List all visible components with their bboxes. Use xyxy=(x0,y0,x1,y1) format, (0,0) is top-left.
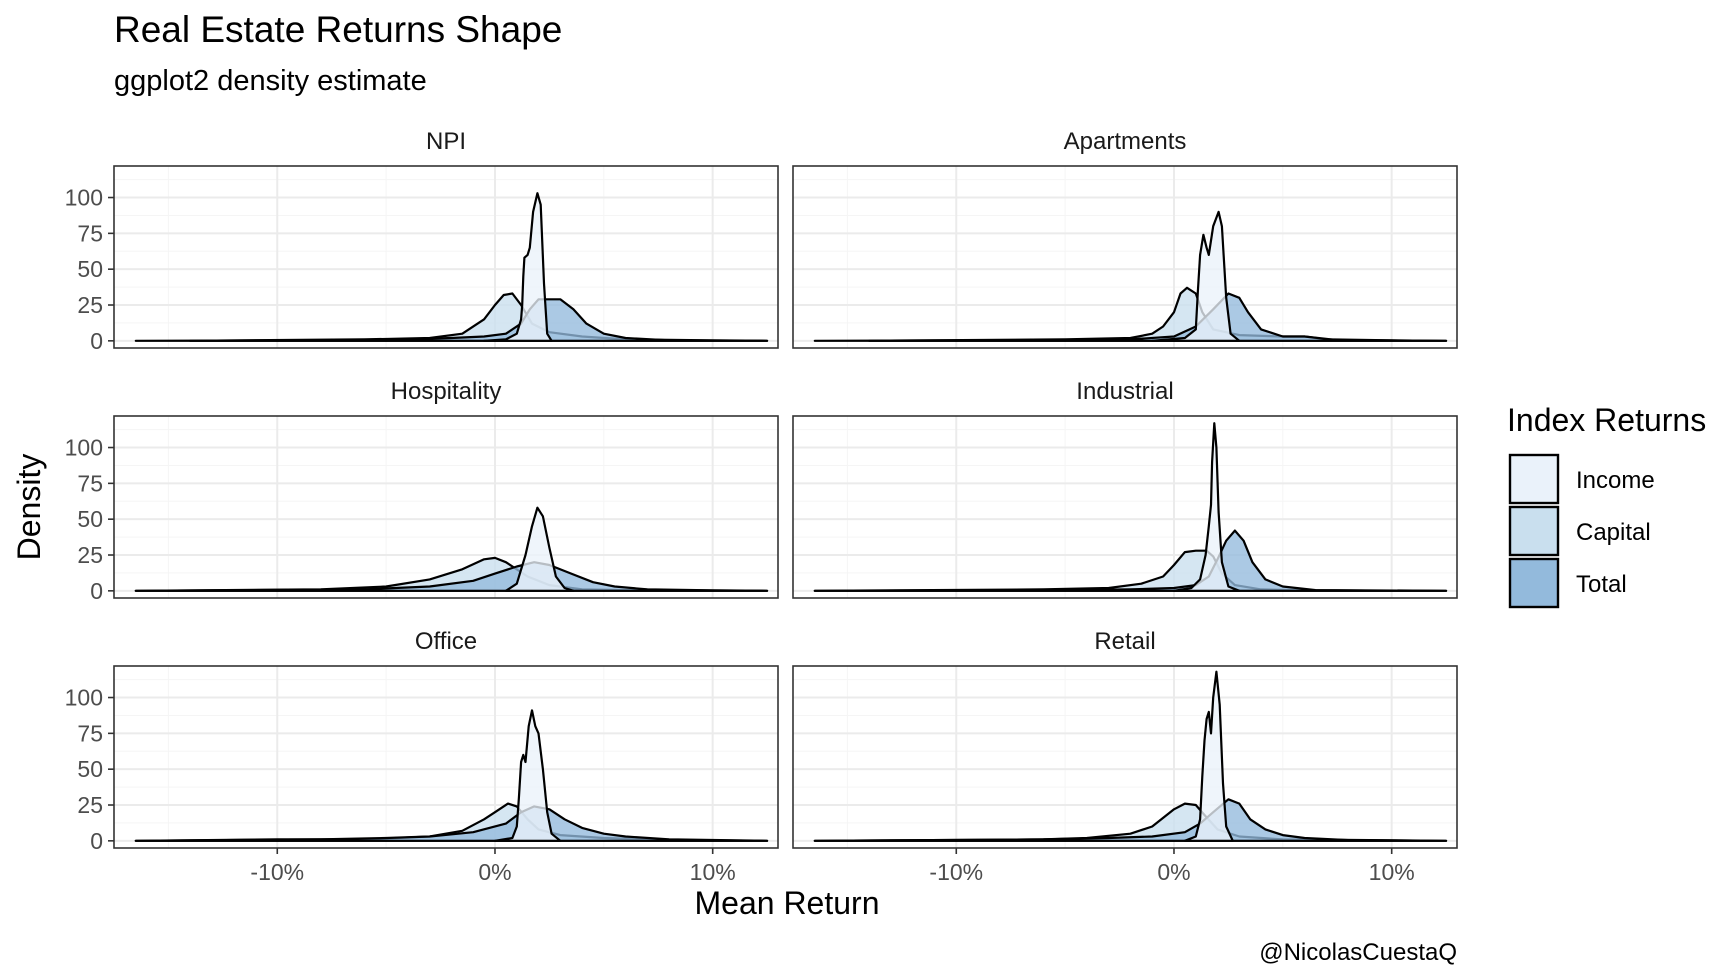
y-tick-label: 75 xyxy=(77,720,103,746)
y-tick-label: 0 xyxy=(90,828,103,854)
y-tick-label: 100 xyxy=(65,185,103,211)
legend-key-income xyxy=(1508,453,1560,505)
legend-key-capital xyxy=(1508,505,1560,557)
y-tick-label: 50 xyxy=(77,256,103,282)
panel-border xyxy=(792,165,1458,349)
legend-title: Index Returns xyxy=(1507,402,1706,438)
panel-background xyxy=(114,166,778,348)
y-tick-label: 75 xyxy=(77,220,103,246)
legend: Index Returns Income Capital Total xyxy=(1507,402,1706,609)
y-tick-label: 100 xyxy=(65,435,103,461)
density-income xyxy=(1183,670,1234,842)
y-axis-title: Density xyxy=(11,454,47,561)
legend-label: Income xyxy=(1576,467,1655,494)
strip-label: NPI xyxy=(426,128,466,155)
y-tick-label: 0 xyxy=(90,578,103,604)
chart-subtitle: ggplot2 density estimate xyxy=(114,65,427,97)
legend-label: Capital xyxy=(1576,519,1651,546)
strip-label: Apartments xyxy=(1064,128,1187,155)
density-total xyxy=(813,292,1448,342)
strip-label: Office xyxy=(415,628,477,655)
strip-label: Retail xyxy=(1094,628,1155,655)
panel-border xyxy=(113,665,779,849)
x-tick-label: -10% xyxy=(929,859,983,885)
panel-background xyxy=(793,666,1457,848)
panel-border xyxy=(113,415,779,599)
panel-industrial: Industrial xyxy=(792,378,1458,599)
x-tick-label: -10% xyxy=(250,859,304,885)
panel-border xyxy=(792,665,1458,849)
density-income xyxy=(1172,422,1241,592)
y-tick-label: 25 xyxy=(77,292,103,318)
panel-hospitality: Hospitality 0 25 50 75 100 xyxy=(65,378,779,604)
density-total xyxy=(134,298,769,342)
legend-key-total xyxy=(1508,557,1560,609)
strip-label: Industrial xyxy=(1076,378,1173,405)
panel-background xyxy=(793,416,1457,598)
panel-background xyxy=(114,416,778,598)
x-tick-label: 10% xyxy=(690,859,736,885)
density-income xyxy=(483,192,553,342)
y-tick-label: 25 xyxy=(77,792,103,818)
facet-panels: NPI 0 25 50 75 100 Apartments Hospitality 0 25 50 7… xyxy=(65,128,1458,885)
panel-apartments: Apartments xyxy=(792,128,1458,349)
density-income xyxy=(504,506,575,592)
chart-caption: @NicolasCuestaQ xyxy=(1259,939,1457,966)
panel-retail: Retail -10% 0% 10% xyxy=(792,628,1458,885)
strip-label: Hospitality xyxy=(391,378,502,405)
y-tick-label: 0 xyxy=(90,328,103,354)
density-income xyxy=(493,709,562,842)
panel-background xyxy=(793,166,1457,348)
density-income xyxy=(1151,210,1241,342)
y-tick-label: 100 xyxy=(65,685,103,711)
legend-keys: Income Capital Total xyxy=(1508,453,1655,609)
panel-background xyxy=(114,666,778,848)
chart-title: Real Estate Returns Shape xyxy=(114,9,562,50)
panel-border xyxy=(792,415,1458,599)
panel-border xyxy=(113,165,779,349)
y-tick-label: 50 xyxy=(77,756,103,782)
density-total xyxy=(813,798,1448,842)
x-axis-title: Mean Return xyxy=(695,885,880,921)
y-tick-label: 50 xyxy=(77,506,103,532)
panel-npi: NPI 0 25 50 75 100 xyxy=(65,128,779,354)
x-tick-label: 10% xyxy=(1369,859,1415,885)
y-tick-label: 25 xyxy=(77,542,103,568)
density-total xyxy=(813,529,1448,592)
x-tick-label: 0% xyxy=(1157,859,1190,885)
y-tick-label: 75 xyxy=(77,470,103,496)
x-tick-label: 0% xyxy=(478,859,511,885)
panel-office: Office 0 25 50 75 100 -10% 0% 10% xyxy=(65,628,779,885)
legend-label: Total xyxy=(1576,571,1627,598)
